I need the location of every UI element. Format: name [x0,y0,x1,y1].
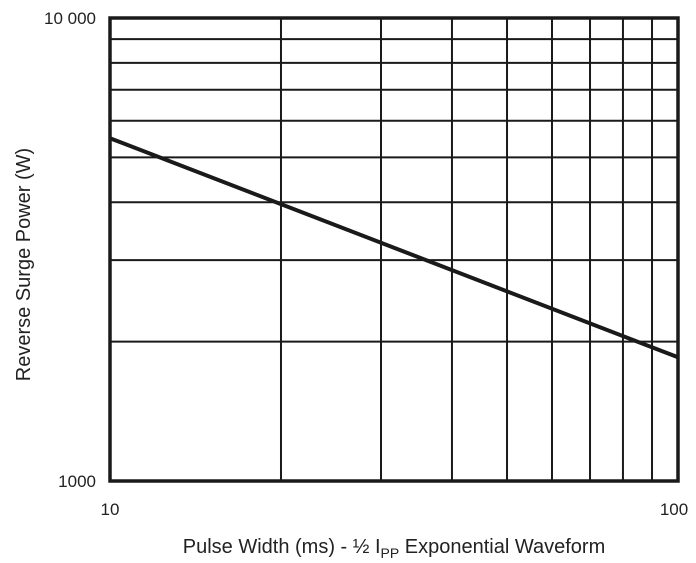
x-axis-label: Pulse Width (ms) - ½ IPP Exponential Wav… [183,536,606,561]
horizontal-grid-lines [110,38,678,343]
vertical-grid-lines [279,18,654,481]
x-axis-label-prefix: Pulse Width (ms) - ½ I [183,536,381,558]
x-axis-label-subscript: PP [381,545,400,561]
plot-frame [108,16,680,483]
y-tick-label-10000: 10 000 [44,9,96,28]
y-tick-label-1000: 1000 [58,472,96,491]
x-tick-label-100: 100 [660,500,688,519]
series-group [109,136,679,360]
x-axis-label-suffix: Exponential Waveform [399,536,605,558]
x-tick-label-10: 10 [101,500,120,519]
y-axis-label: Reverse Surge Power (W) [13,148,35,381]
series-line-1 [109,136,679,360]
